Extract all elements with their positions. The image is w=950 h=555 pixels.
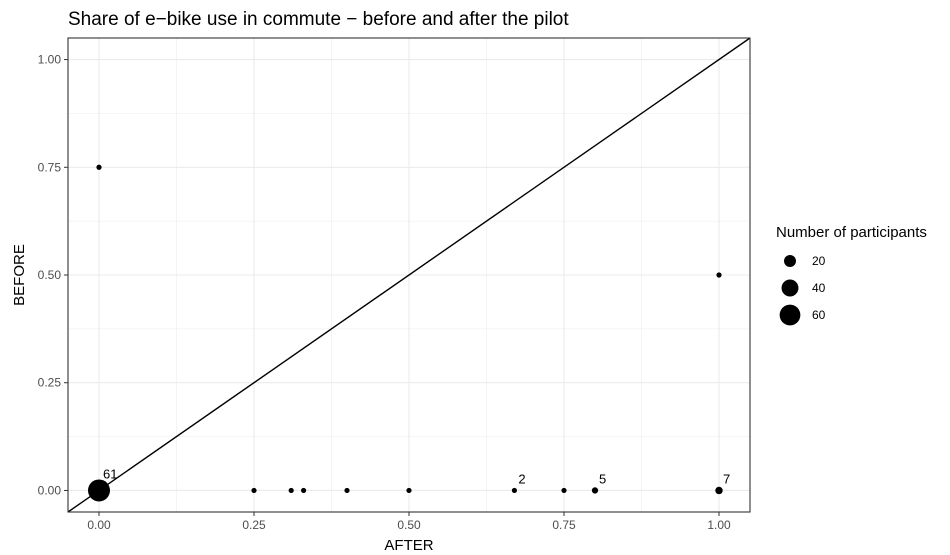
reference-line-group — [67, 37, 751, 513]
y-tick-label: 0.50 — [38, 268, 62, 282]
legend-key — [779, 304, 801, 326]
size-legend: Number of participants 20 40 60 — [776, 224, 927, 326]
x-tick-label: 0.25 — [242, 518, 266, 532]
data-label: 61 — [103, 466, 117, 481]
x-tick-label: 1.00 — [707, 518, 731, 532]
legend-label: 60 — [812, 308, 826, 322]
chart-title: Share of e−bike use in commute − before … — [68, 9, 569, 30]
data-labels: 61 2 5 7 — [103, 466, 730, 486]
data-label: 2 — [518, 471, 525, 486]
data-point — [96, 164, 102, 170]
data-point — [288, 487, 294, 494]
data-label: 7 — [723, 471, 730, 486]
y-tick-label: 0.25 — [38, 376, 62, 390]
legend-label: 20 — [812, 254, 826, 268]
data-point — [251, 487, 257, 494]
y-axis: 0.00 0.25 0.50 0.75 1.00 — [38, 53, 68, 497]
legend-entries: 20 40 60 — [779, 254, 826, 326]
reference-line — [67, 37, 751, 513]
data-label: 5 — [599, 471, 606, 486]
x-axis-title: AFTER — [384, 537, 433, 554]
data-point — [591, 487, 599, 494]
x-tick-label: 0.00 — [87, 518, 111, 532]
legend-key — [784, 255, 796, 267]
y-axis-title: BEFORE — [11, 244, 28, 306]
legend-label: 40 — [812, 281, 826, 295]
x-axis: 0.00 0.25 0.50 0.75 1.00 — [87, 512, 731, 532]
y-tick-label: 0.00 — [38, 483, 62, 497]
legend-title: Number of participants — [776, 224, 927, 241]
x-tick-label: 0.50 — [397, 518, 421, 532]
data-point — [406, 487, 412, 494]
y-tick-label: 0.75 — [38, 160, 62, 174]
legend-key — [781, 279, 799, 297]
y-tick-label: 1.00 — [38, 53, 62, 67]
x-tick-label: 0.75 — [552, 518, 576, 532]
data-points — [88, 164, 723, 502]
data-point — [715, 486, 723, 495]
data-point — [344, 487, 350, 494]
data-point — [511, 487, 517, 494]
data-point — [301, 487, 307, 494]
data-point — [88, 479, 110, 502]
data-point — [561, 487, 567, 494]
data-point — [716, 272, 722, 278]
